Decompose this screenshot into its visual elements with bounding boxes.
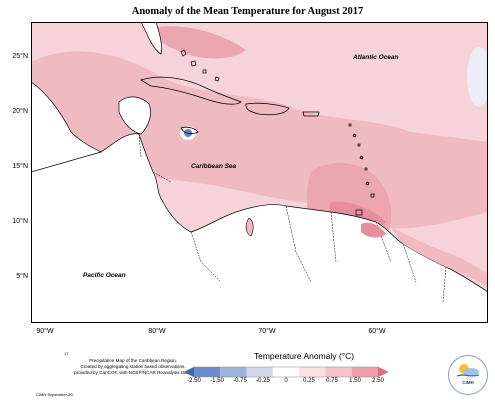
lesser-antilles-outline (348, 123, 375, 198)
lat-label-5n: 5°N (16, 273, 28, 280)
legend-tick-label: 0 (284, 378, 288, 384)
anomaly-band-high (151, 26, 246, 59)
legend-swatch (299, 367, 326, 377)
lat-label-15n: 15°N (12, 163, 28, 170)
legend-swatch (351, 367, 378, 377)
trinidad-outline (355, 209, 363, 216)
lake-maracaibo (245, 217, 254, 237)
legend-colorbar (184, 366, 388, 378)
map-title: Anomaly of the Mean Temperature for Augu… (131, 6, 364, 17)
logo-text: CIMH (462, 380, 474, 385)
jamaica-outline (180, 126, 199, 135)
lon-label-80w: 80°W (148, 328, 166, 335)
legend-title: Temperature Anomaly (°C) (253, 351, 355, 361)
lat-label-10n: 10°N (12, 218, 28, 225)
legend-tick-label: 0.75 (326, 378, 338, 384)
lon-label-60w: 60°W (368, 328, 386, 335)
footer-description: Precipitation Map of the Caribbean Regio… (28, 358, 238, 376)
legend-swatch (246, 367, 273, 377)
legend-swatch (194, 367, 221, 377)
legend-tick-label: 2.50 (372, 378, 384, 384)
yucatan-land (118, 96, 151, 135)
bahamas-outline (180, 49, 220, 82)
coastal-anomaly-strip (391, 227, 488, 287)
legend-tick-label: -0.75 (233, 378, 247, 384)
mexico-land (31, 81, 102, 173)
legend-outline (184, 366, 388, 378)
neutral-spot (467, 47, 488, 107)
legend-tick-label: -1.50 (210, 378, 224, 384)
footer-marker: 17 (64, 351, 69, 356)
legend-swatch (220, 367, 247, 377)
legend-swatch (378, 367, 388, 377)
country-borders (138, 133, 447, 303)
map-frame (31, 22, 488, 323)
legend-tick-label: -0.25 (256, 378, 270, 384)
lon-label-70w: 70°W (258, 328, 276, 335)
legend-tick-label: -2.50 (187, 378, 201, 384)
lon-label-90w: 90°W (36, 328, 54, 335)
legend-swatch (272, 367, 300, 377)
cuba-outline (140, 76, 242, 105)
lat-label-25n: 25°N (12, 53, 28, 60)
legend-swatch (184, 367, 194, 377)
puerto-rico-outline (302, 111, 320, 117)
legend-tick-label: 0.25 (303, 378, 315, 384)
sun-cloud-icon (456, 364, 480, 377)
cimh-logo: CIMH (448, 355, 488, 395)
map-panel: Atlantic Ocean Caribbean Sea Pacific Oce… (31, 22, 488, 323)
footer-line: Precipitation Map of the Caribbean Regio… (89, 358, 177, 363)
lat-label-20n: 20°N (12, 108, 28, 115)
florida-land (140, 22, 162, 55)
caribbean-sea-label: Caribbean Sea (191, 163, 237, 170)
legend-swatch (325, 367, 352, 377)
anomaly-map (31, 22, 488, 323)
footer-credit: CIMH September-20 (36, 392, 73, 397)
footer-line: provided by CariCOF, with NCEP/NCAR Rean… (74, 370, 192, 375)
legend-tick-label: 1.50 (349, 378, 361, 384)
footer-line: Created by aggregating station based obs… (80, 364, 186, 369)
pacific-ocean-label: Pacific Ocean (83, 272, 126, 279)
atlantic-ocean-label: Atlantic Ocean (353, 54, 399, 61)
hispaniola-outline (245, 102, 290, 116)
anomaly-band-peak (361, 222, 386, 238)
